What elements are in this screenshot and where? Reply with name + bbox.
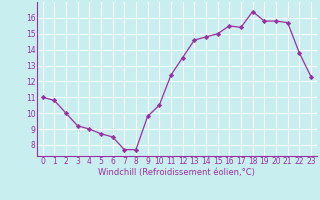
X-axis label: Windchill (Refroidissement éolien,°C): Windchill (Refroidissement éolien,°C) — [98, 168, 255, 177]
